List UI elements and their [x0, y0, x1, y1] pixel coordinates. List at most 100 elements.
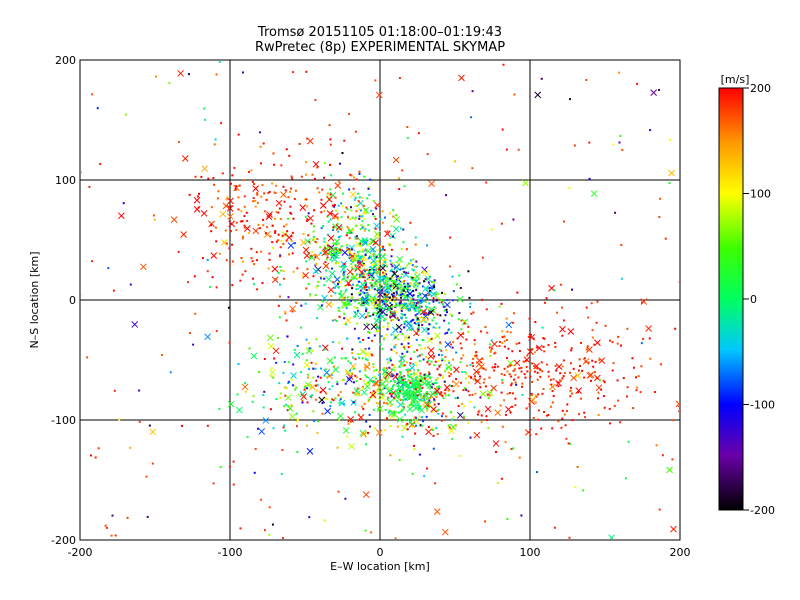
- scatter-point: [401, 317, 404, 320]
- scatter-point: [431, 319, 434, 322]
- scatter-point: [373, 380, 376, 383]
- scatter-point: [330, 253, 333, 256]
- scatter-point: [616, 379, 619, 382]
- scatter-point: [531, 380, 534, 383]
- scatter-point: [460, 319, 463, 322]
- scatter-point: [290, 404, 293, 407]
- scatter-point: [570, 349, 573, 352]
- scatter-point: [81, 294, 82, 297]
- scatter-point: [91, 93, 94, 96]
- scatter-point: [426, 153, 429, 156]
- scatter-point: [402, 399, 405, 402]
- scatter-marker-x: [323, 369, 331, 376]
- scatter-point: [567, 442, 570, 445]
- scatter-point: [314, 384, 317, 387]
- scatter-point: [94, 456, 97, 459]
- scatter-point: [279, 392, 282, 395]
- scatter-point: [331, 361, 334, 364]
- scatter-point: [375, 207, 378, 210]
- scatter-point: [395, 292, 398, 295]
- scatter-point: [422, 299, 425, 302]
- scatter-point: [410, 373, 413, 376]
- scatter-point: [406, 137, 409, 140]
- scatter-point: [403, 270, 406, 273]
- scatter-point: [378, 371, 381, 374]
- scatter-point: [426, 378, 429, 381]
- scatter-point: [122, 202, 125, 205]
- scatter-point: [546, 363, 549, 366]
- scatter-point: [376, 289, 379, 292]
- scatter-point: [403, 302, 406, 305]
- scatter-point: [635, 389, 638, 392]
- scatter-point: [286, 409, 289, 412]
- scatter-marker-x: [303, 361, 311, 369]
- scatter-point: [337, 230, 340, 233]
- scatter-point: [378, 257, 381, 260]
- scatter-point: [334, 262, 337, 265]
- scatter-point: [345, 206, 348, 209]
- scatter-point: [305, 205, 308, 208]
- scatter-point: [561, 409, 564, 412]
- scatter-point: [326, 233, 329, 236]
- scatter-point: [251, 277, 254, 280]
- scatter-point: [367, 244, 370, 247]
- scatter-point: [350, 262, 353, 265]
- scatter-point: [305, 70, 308, 73]
- scatter-point: [475, 350, 478, 353]
- scatter-point: [383, 387, 386, 390]
- scatter-point: [231, 284, 234, 287]
- scatter-point: [585, 306, 588, 309]
- scatter-point: [343, 265, 346, 268]
- scatter-point: [383, 319, 386, 322]
- scatter-point: [427, 281, 430, 284]
- scatter-point: [518, 367, 521, 370]
- scatter-point: [509, 411, 512, 414]
- scatter-point: [188, 193, 191, 196]
- scatter-point: [210, 230, 213, 233]
- scatter-point: [568, 98, 571, 101]
- scatter-marker-x: [327, 234, 335, 242]
- scatter-point: [402, 355, 405, 358]
- scatter-point: [501, 342, 504, 345]
- scatter-point: [280, 269, 283, 272]
- scatter-point: [348, 256, 351, 259]
- scatter-point: [481, 256, 484, 259]
- scatter-point: [428, 363, 431, 366]
- scatter-point: [517, 376, 520, 379]
- scatter-marker-x: [331, 255, 338, 263]
- scatter-point: [414, 397, 417, 400]
- scatter-point: [390, 268, 393, 271]
- scatter-point: [383, 253, 386, 256]
- scatter-marker-x: [140, 263, 147, 271]
- scatter-point: [337, 306, 340, 309]
- scatter-point: [368, 398, 371, 401]
- scatter-point: [213, 143, 216, 146]
- scatter-point: [367, 274, 370, 277]
- scatter-point: [470, 375, 473, 378]
- scatter-point: [632, 407, 635, 410]
- scatter-point: [396, 317, 399, 320]
- scatter-point: [275, 184, 278, 187]
- scatter-point: [508, 392, 511, 395]
- scatter-point: [340, 202, 343, 205]
- scatter-point: [407, 286, 410, 289]
- scatter-point: [318, 191, 321, 194]
- scatter-point: [279, 217, 282, 220]
- scatter-point: [417, 406, 420, 409]
- scatter-point: [424, 320, 427, 323]
- scatter-point: [359, 228, 362, 231]
- scatter-point: [343, 296, 346, 299]
- scatter-point: [365, 212, 368, 215]
- scatter-marker-x: [309, 383, 316, 391]
- scatter-point: [655, 444, 658, 447]
- scatter-point: [338, 315, 341, 318]
- scatter-point: [364, 270, 367, 273]
- scatter-point: [375, 260, 378, 263]
- scatter-point: [529, 369, 532, 372]
- scatter-point: [272, 152, 275, 155]
- scatter-point: [505, 338, 508, 341]
- scatter-marker-x: [375, 429, 383, 437]
- scatter-point: [367, 431, 370, 434]
- scatter-point: [252, 395, 255, 398]
- scatter-point: [402, 378, 405, 381]
